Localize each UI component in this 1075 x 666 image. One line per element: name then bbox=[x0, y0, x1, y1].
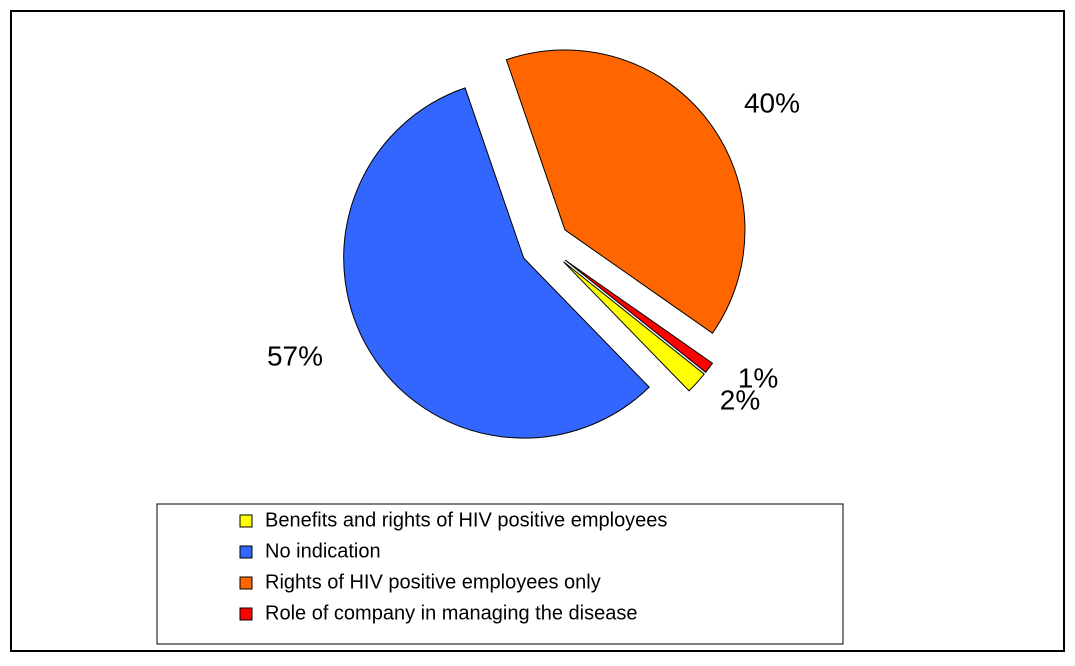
pie-slice bbox=[505, 49, 746, 334]
legend-label: No indication bbox=[265, 540, 381, 562]
pie-slice bbox=[564, 259, 714, 373]
legend-swatch bbox=[239, 514, 253, 528]
legend-swatch bbox=[239, 576, 253, 590]
legend-label: Benefits and rights of HIV positive empl… bbox=[265, 509, 667, 531]
legend-box bbox=[156, 503, 844, 645]
legend-swatch bbox=[239, 607, 253, 621]
pie-slice bbox=[563, 261, 705, 392]
data-label: 57% bbox=[267, 340, 323, 371]
legend-label: Rights of HIV positive employees only bbox=[265, 571, 601, 593]
data-label: 2% bbox=[720, 384, 760, 415]
data-label: 1% bbox=[738, 362, 778, 393]
legend-label: Role of company in managing the disease bbox=[265, 602, 637, 624]
legend-swatch bbox=[239, 545, 253, 559]
data-label: 40% bbox=[744, 87, 800, 118]
pie-slice bbox=[343, 87, 650, 439]
